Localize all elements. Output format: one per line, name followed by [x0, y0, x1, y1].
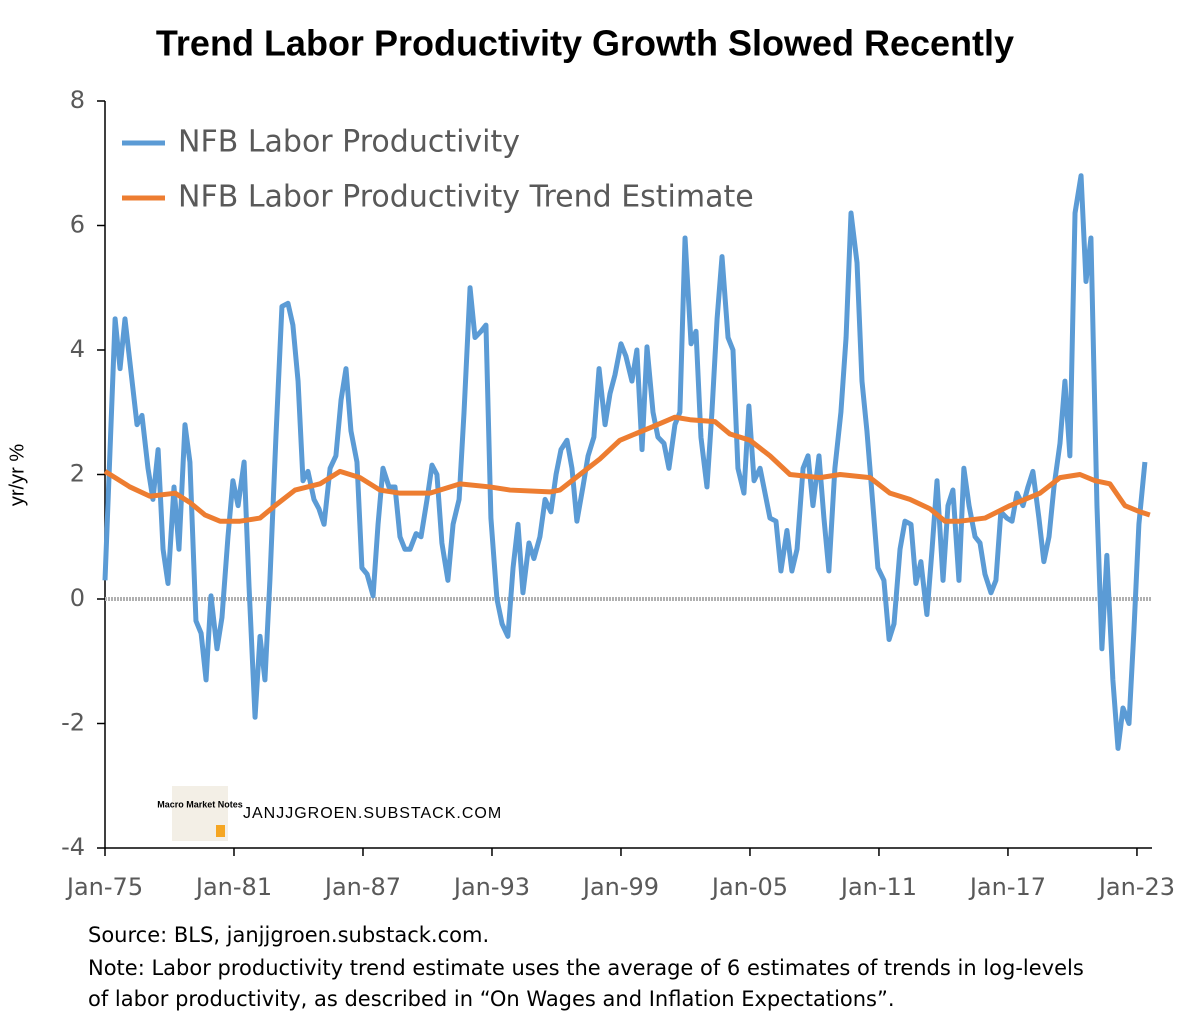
- x-tick-label: Jan-17: [968, 873, 1046, 901]
- y-tick-label: 2: [70, 460, 85, 488]
- legend-label: NFB Labor Productivity: [178, 125, 520, 160]
- logo-icon: [216, 825, 225, 837]
- logo-text: Macro Market Notes: [157, 799, 243, 809]
- y-tick-label: -2: [61, 709, 85, 737]
- x-tick-label: Jan-87: [323, 873, 401, 901]
- series-line: [103, 414, 1151, 524]
- x-tick-label: Jan-23: [1097, 873, 1175, 901]
- note-line: of labor productivity, as described in “…: [88, 987, 895, 1011]
- x-tick-label: Jan-93: [452, 873, 530, 901]
- x-tick-label: Jan-05: [710, 873, 788, 901]
- y-tick-label: 4: [70, 335, 85, 363]
- watermark: Macro Market Notes JANJJGROEN.SUBSTACK.C…: [157, 786, 502, 841]
- watermark-text: JANJJGROEN.SUBSTACK.COM: [243, 805, 502, 822]
- chart-title: Trend Labor Productivity Growth Slowed R…: [156, 23, 1014, 64]
- y-tick-label: 0: [70, 584, 85, 612]
- note-line: Note: Labor productivity trend estimate …: [88, 956, 1084, 980]
- x-tick-label: Jan-75: [65, 873, 143, 901]
- y-tick-label: -4: [61, 833, 85, 861]
- series-line: [102, 173, 1148, 751]
- x-tick-label: Jan-99: [581, 873, 659, 901]
- y-axis-label: yr/yr %: [6, 444, 28, 506]
- legend-label: NFB Labor Productivity Trend Estimate: [178, 180, 754, 215]
- x-tick-label: Jan-81: [194, 873, 272, 901]
- source: Source: BLS, janjjgroen.substack.com.: [88, 923, 489, 947]
- x-tick-label: Jan-11: [839, 873, 917, 901]
- y-tick-label: 8: [70, 86, 85, 114]
- y-tick-label: 6: [70, 211, 85, 239]
